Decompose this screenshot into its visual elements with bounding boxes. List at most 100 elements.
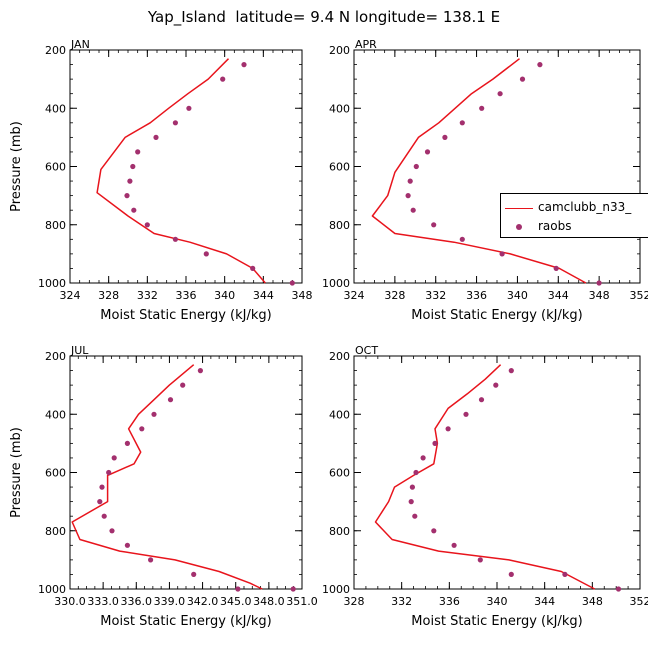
legend-line-swatch bbox=[505, 208, 533, 209]
x-tick-label: 336 bbox=[439, 595, 460, 608]
x-tick-label: 333.0 bbox=[87, 595, 119, 608]
obs-point bbox=[445, 426, 451, 432]
obs-point bbox=[479, 105, 485, 111]
x-axis-label: Moist Static Energy (kJ/kg) bbox=[100, 308, 271, 323]
obs-point bbox=[408, 499, 414, 505]
obs-point bbox=[424, 149, 431, 155]
x-tick-label: 324 bbox=[344, 289, 365, 302]
x-tick-label: 348 bbox=[589, 289, 610, 302]
obs-point bbox=[124, 440, 130, 446]
x-tick-label: 345.0 bbox=[220, 595, 252, 608]
obs-point bbox=[459, 120, 465, 126]
obs-point bbox=[127, 178, 133, 184]
obs-point bbox=[615, 586, 622, 592]
panel-jul: 330.0 333.0 336.0 339.0 342.0 345.0 348.0 351.0… bbox=[9, 344, 318, 629]
obs-point bbox=[562, 571, 568, 578]
y-tick-label: 800 bbox=[45, 219, 66, 232]
x-tick-label: 340 bbox=[214, 289, 235, 302]
figure-title: Yap_Island latitude= 9.4 N longitude= 13… bbox=[147, 8, 500, 27]
y-tick-label: 200 bbox=[329, 350, 350, 363]
obs-point bbox=[497, 91, 503, 97]
obs-point bbox=[409, 484, 415, 490]
panel-apr: 324 328 332 336 340 344 348 352 200 400 600 800 1000… bbox=[322, 38, 648, 323]
y-axis-label: Pressure (mb) bbox=[9, 427, 24, 518]
legend-label-obs: raobs bbox=[538, 219, 572, 233]
obs-point bbox=[101, 513, 107, 519]
obs-point bbox=[172, 120, 178, 126]
obs-point bbox=[131, 207, 137, 213]
obs-point bbox=[413, 163, 419, 170]
plot-frame bbox=[69, 49, 303, 284]
obs-point bbox=[508, 571, 514, 578]
x-tick-label: 332 bbox=[425, 289, 446, 302]
obs-point bbox=[144, 222, 150, 228]
x-axis-label: Moist Static Energy (kJ/kg) bbox=[411, 614, 582, 629]
obs-point bbox=[180, 382, 186, 388]
obs-point bbox=[405, 193, 411, 199]
x-tick-label: 328 bbox=[98, 289, 119, 302]
obs-point bbox=[235, 586, 241, 592]
obs-point bbox=[478, 397, 485, 403]
legend: camclubb_n33_ raobs bbox=[500, 193, 648, 238]
obs-point bbox=[519, 76, 526, 82]
x-tick-label: 332 bbox=[137, 289, 158, 302]
x-tick-label: 344 bbox=[253, 289, 274, 302]
x-tick-label: 332 bbox=[391, 595, 412, 608]
obs-point bbox=[106, 469, 112, 476]
obs-point bbox=[499, 251, 505, 257]
obs-point bbox=[191, 571, 197, 578]
legend-label-model: camclubb_n33_ bbox=[538, 200, 632, 214]
panel-title: JAN bbox=[70, 38, 90, 51]
x-axis-label: Moist Static Energy (kJ/kg) bbox=[411, 308, 582, 323]
x-tick-label: 348 bbox=[292, 289, 313, 302]
obs-point bbox=[148, 557, 154, 563]
panel-title: OCT bbox=[355, 344, 378, 357]
obs-point bbox=[442, 134, 448, 140]
obs-point bbox=[596, 280, 602, 286]
panel-title: APR bbox=[355, 38, 377, 51]
y-tick-label: 400 bbox=[329, 408, 350, 421]
series-line-model bbox=[71, 364, 263, 590]
y-tick-label: 600 bbox=[45, 467, 66, 480]
obs-point bbox=[124, 542, 130, 548]
y-tick-label: 600 bbox=[329, 467, 350, 480]
x-tick-label: 352 bbox=[630, 595, 648, 608]
obs-point bbox=[111, 455, 117, 461]
obs-point bbox=[109, 528, 115, 534]
obs-point bbox=[451, 542, 457, 548]
y-tick-label: 200 bbox=[329, 44, 350, 57]
y-tick-label: 800 bbox=[45, 525, 66, 538]
x-tick-label: 348.0 bbox=[253, 595, 285, 608]
obs-point bbox=[412, 513, 418, 519]
series-line-model bbox=[371, 58, 587, 284]
panel-title: JUL bbox=[70, 344, 89, 357]
obs-point bbox=[553, 265, 559, 271]
obs-point bbox=[477, 557, 483, 563]
y-tick-label: 800 bbox=[329, 219, 350, 232]
panel-oct: 328 332 336 340 344 348 352 200 400 600 800 1000 OCT… bbox=[322, 344, 648, 629]
x-axis-label: Moist Static Energy (kJ/kg) bbox=[100, 614, 271, 629]
obs-point bbox=[203, 251, 209, 257]
obs-point bbox=[220, 76, 226, 82]
obs-point bbox=[172, 236, 178, 242]
x-tick-label: 352 bbox=[630, 289, 648, 302]
x-tick-label: 328 bbox=[344, 595, 365, 608]
plot-frame bbox=[353, 49, 641, 284]
x-tick-label: 344 bbox=[534, 595, 555, 608]
y-tick-label: 400 bbox=[45, 408, 66, 421]
series-line-model bbox=[96, 58, 266, 284]
obs-point bbox=[508, 368, 514, 374]
x-tick-label: 336 bbox=[176, 289, 197, 302]
x-tick-label: 344 bbox=[548, 289, 569, 302]
obs-point bbox=[153, 134, 159, 140]
obs-point bbox=[124, 193, 130, 199]
y-tick-label: 1000 bbox=[38, 277, 66, 290]
y-axis-label: Pressure (mb) bbox=[9, 121, 24, 212]
obs-point bbox=[420, 455, 426, 461]
obs-point bbox=[407, 178, 413, 184]
x-tick-label: 336.0 bbox=[121, 595, 153, 608]
y-tick-label: 400 bbox=[329, 102, 350, 115]
x-tick-label: 339.0 bbox=[154, 595, 186, 608]
obs-point bbox=[250, 265, 256, 271]
